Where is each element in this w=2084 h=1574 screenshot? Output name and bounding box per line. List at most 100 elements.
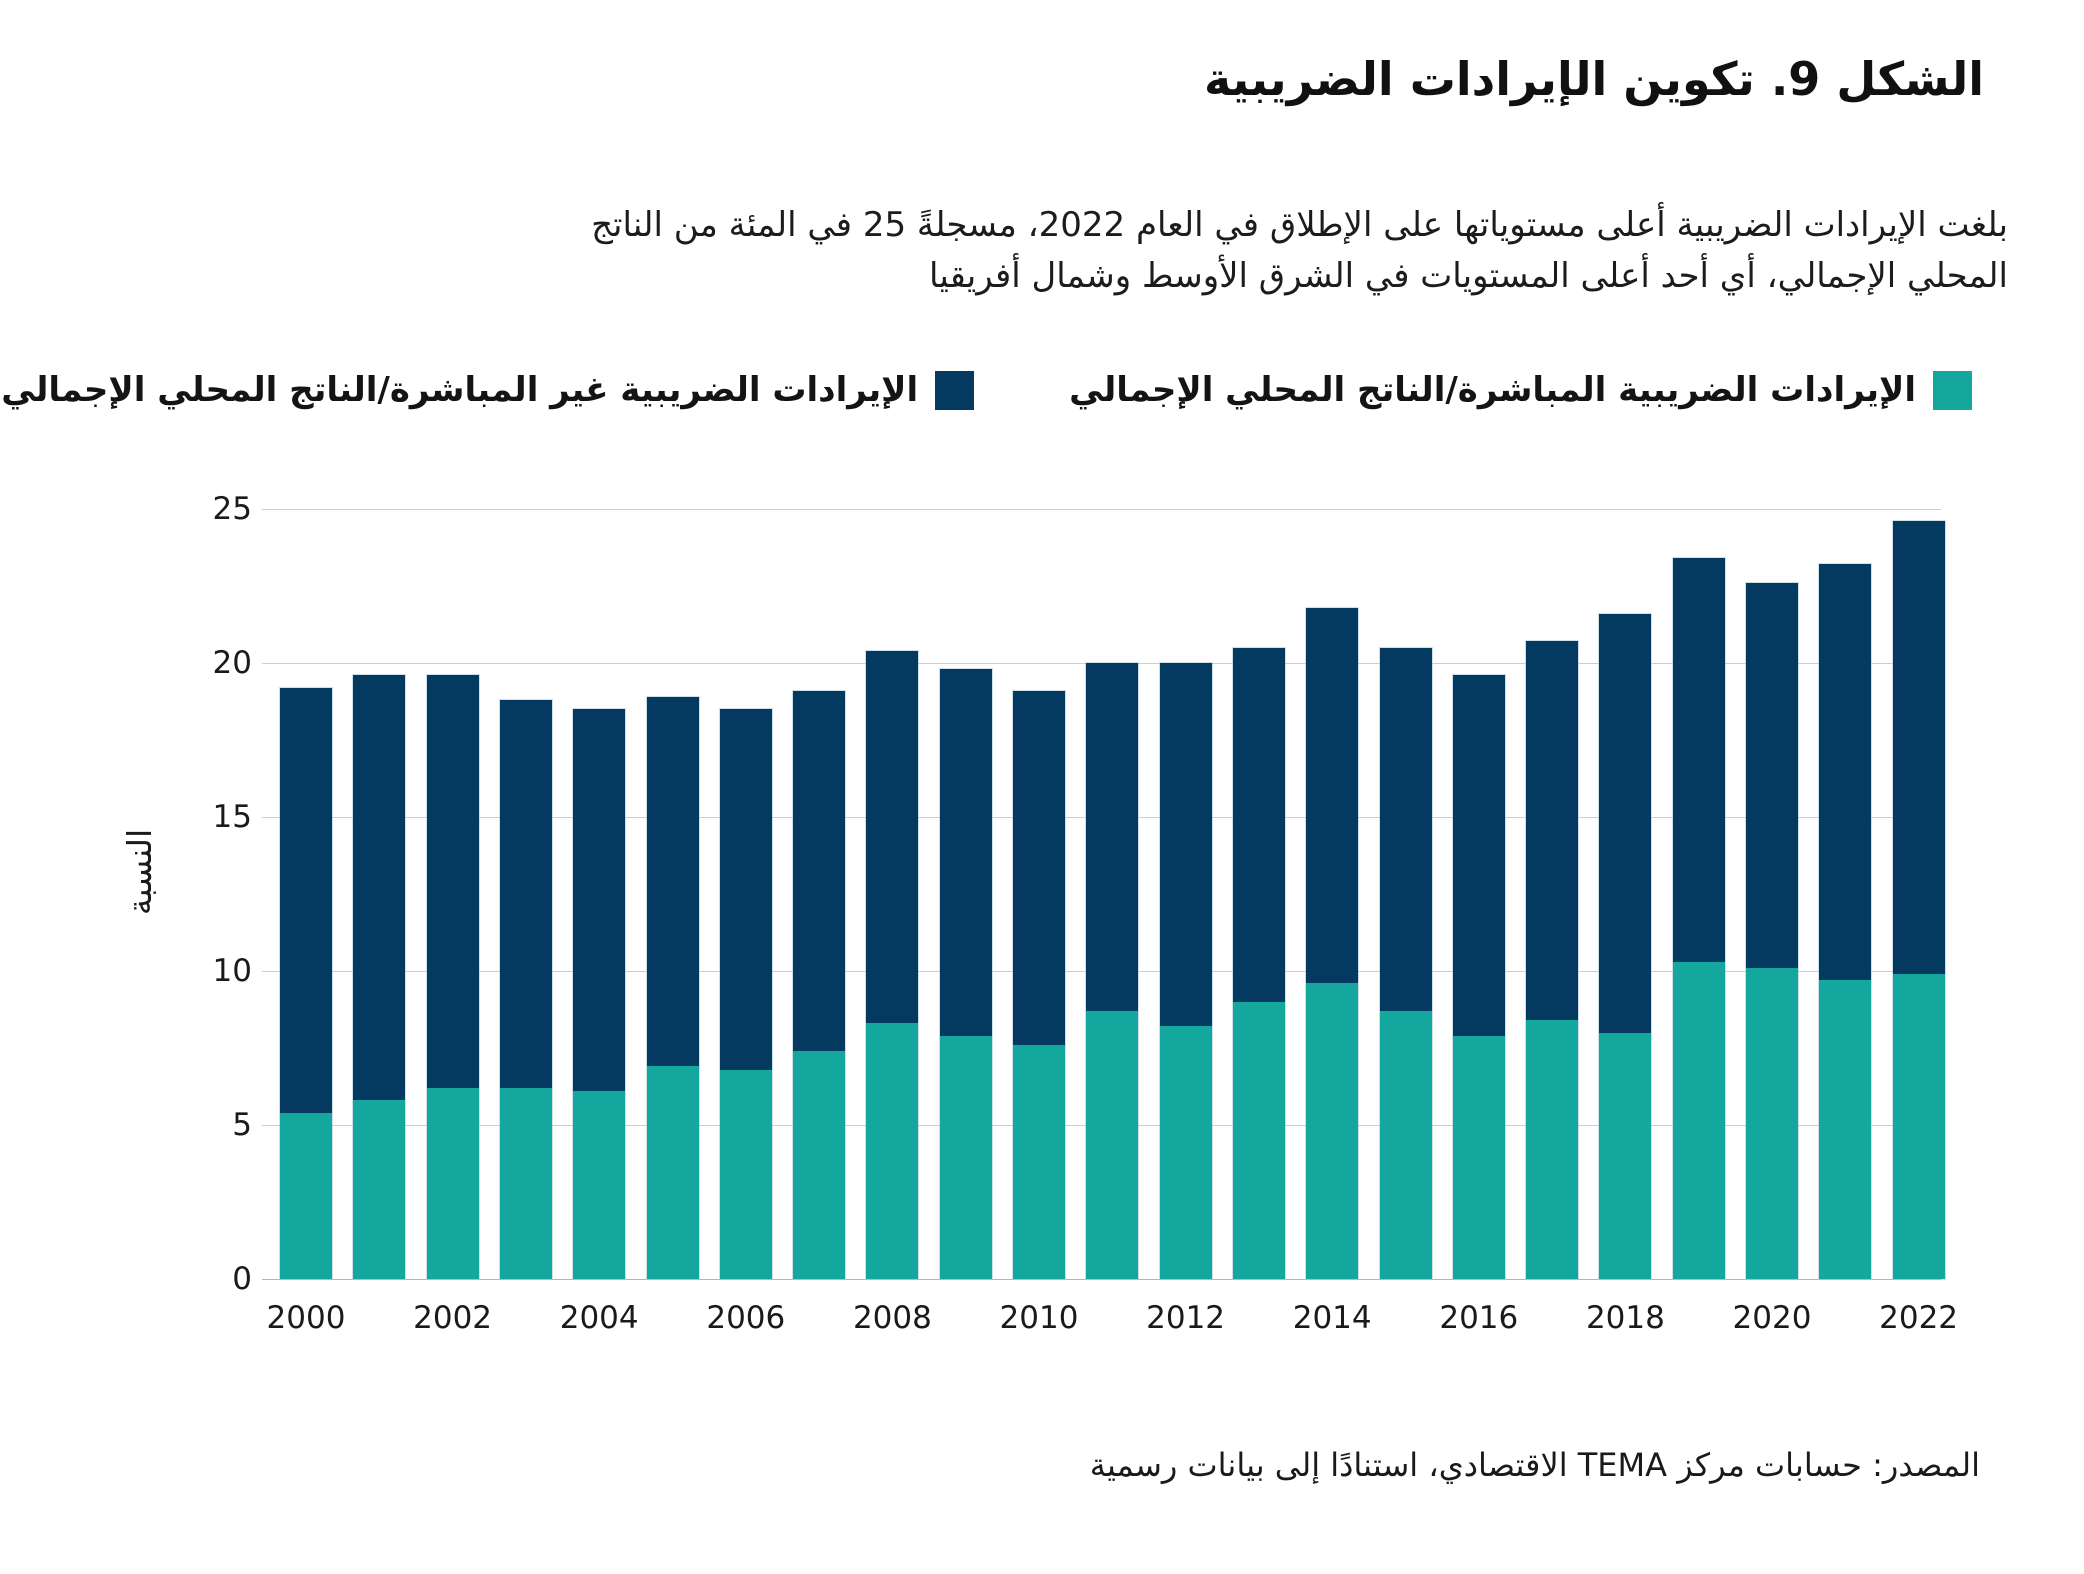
bar-2015: [1379, 647, 1432, 1279]
x-tick-label-2016: 2016: [1439, 1300, 1519, 1336]
bar-2014-indirect-tax-segment: [1306, 607, 1359, 984]
teal-square-swatch: [1933, 370, 1972, 410]
y-tick-label-15: 15: [212, 799, 252, 835]
bar-2013: [1232, 647, 1285, 1279]
bar-2006: [719, 709, 772, 1279]
bar-2016-indirect-tax-segment: [1452, 675, 1505, 1036]
bar-2012-direct-tax-segment: [1159, 1026, 1212, 1279]
figure-title: الشكل 9. تكوين الإيرادات الضريبية: [1203, 52, 1985, 106]
bar-2021-direct-tax-segment: [1819, 980, 1872, 1279]
bar-2015-indirect-tax-segment: [1379, 647, 1432, 1012]
subtitle-line-2: المحلي الإجمالي، أي أحد أعلى المستويات ف…: [928, 256, 2008, 296]
bar-2003: [499, 699, 552, 1279]
x-tick-label-2010: 2010: [999, 1300, 1079, 1336]
bar-2020-indirect-tax-segment: [1746, 582, 1798, 968]
bar-2021-indirect-tax-segment: [1819, 564, 1872, 981]
bar-2005-direct-tax-segment: [646, 1066, 699, 1279]
bar-2010: [1013, 690, 1065, 1279]
bar-2012: [1159, 663, 1212, 1279]
bar-2022: [1892, 521, 1945, 1279]
legend-item-direct-tax: الإيرادات الضريبية المباشرة/الناتج المحل…: [1069, 370, 1972, 410]
source-note: المصدر: حسابات مركز TEMA الاقتصادي، استن…: [1089, 1446, 1980, 1484]
bar-2000-direct-tax-segment: [280, 1112, 332, 1279]
bar-2008-indirect-tax-segment: [866, 650, 919, 1024]
gridline-25: [262, 508, 1941, 510]
bar-2012-indirect-tax-segment: [1159, 663, 1212, 1027]
bar-2009-direct-tax-segment: [939, 1035, 992, 1279]
legend-label-indirect-tax: الإيرادات الضريبية غير المباشرة/الناتج ا…: [1, 370, 919, 410]
y-tick-label-10: 10: [212, 953, 252, 989]
bar-2015-direct-tax-segment: [1379, 1011, 1432, 1279]
bar-2002: [426, 675, 479, 1279]
bar-2016: [1452, 675, 1505, 1279]
bar-2020-direct-tax-segment: [1746, 967, 1798, 1279]
bar-2019-direct-tax-segment: [1672, 961, 1725, 1279]
bar-2014-direct-tax-segment: [1306, 983, 1359, 1279]
legend-label-direct-tax: الإيرادات الضريبية المباشرة/الناتج المحل…: [1069, 370, 1916, 410]
bar-2011-direct-tax-segment: [1086, 1011, 1139, 1279]
bar-2010-direct-tax-segment: [1013, 1044, 1065, 1279]
bar-2000-indirect-tax-segment: [280, 687, 332, 1113]
bar-2004-direct-tax-segment: [573, 1091, 626, 1279]
bar-2005: [646, 696, 699, 1279]
x-tick-label-2006: 2006: [706, 1300, 786, 1336]
x-tick-label-2008: 2008: [852, 1300, 932, 1336]
bar-2010-indirect-tax-segment: [1013, 690, 1065, 1045]
bar-2018: [1599, 613, 1652, 1279]
bar-2006-indirect-tax-segment: [719, 709, 772, 1070]
bar-2004: [573, 709, 626, 1279]
bar-2006-direct-tax-segment: [719, 1069, 772, 1279]
bar-2007: [793, 690, 846, 1279]
x-tick-label-2014: 2014: [1292, 1300, 1372, 1336]
y-tick-label-0: 0: [232, 1261, 252, 1297]
bar-2019-indirect-tax-segment: [1672, 558, 1725, 962]
gridline-20: [262, 662, 1941, 664]
bar-2000: [280, 687, 332, 1279]
y-tick-label-25: 25: [212, 491, 252, 527]
gridline-0: [262, 1278, 1941, 1280]
bar-2011: [1086, 663, 1139, 1279]
bar-2002-direct-tax-segment: [426, 1088, 479, 1279]
bar-2001: [353, 675, 406, 1279]
bar-2020: [1746, 582, 1798, 1279]
bar-2002-indirect-tax-segment: [426, 675, 479, 1089]
bar-2004-indirect-tax-segment: [573, 709, 626, 1092]
bar-2003-direct-tax-segment: [499, 1088, 552, 1279]
bar-2008-direct-tax-segment: [866, 1023, 919, 1279]
subtitle-line-1: بلغت الإيرادات الضريبية أعلى مستوياتها ع…: [591, 205, 2008, 245]
bar-2005-indirect-tax-segment: [646, 696, 699, 1067]
bar-2013-direct-tax-segment: [1232, 1001, 1285, 1279]
x-tick-label-2004: 2004: [559, 1300, 639, 1336]
bar-2013-indirect-tax-segment: [1232, 647, 1285, 1002]
bar-2007-direct-tax-segment: [793, 1051, 846, 1279]
bar-2017-indirect-tax-segment: [1526, 641, 1579, 1021]
bar-2007-indirect-tax-segment: [793, 690, 846, 1052]
bar-2018-indirect-tax-segment: [1599, 613, 1652, 1033]
x-tick-label-2022: 2022: [1879, 1300, 1959, 1336]
bar-2011-indirect-tax-segment: [1086, 663, 1139, 1012]
x-tick-label-2012: 2012: [1146, 1300, 1226, 1336]
x-tick-label-2002: 2002: [413, 1300, 493, 1336]
bar-2022-direct-tax-segment: [1892, 974, 1945, 1279]
navy-square-swatch: [935, 370, 975, 410]
x-tick-label-2018: 2018: [1585, 1300, 1665, 1336]
bar-2021: [1819, 564, 1872, 1279]
bar-2017: [1526, 641, 1579, 1279]
bar-2001-indirect-tax-segment: [353, 675, 406, 1101]
bar-2019: [1672, 558, 1725, 1279]
bar-2001-direct-tax-segment: [353, 1100, 406, 1279]
chart-legend: الإيرادات الضريبية المباشرة/الناتج المحل…: [1, 370, 1972, 410]
bar-2008: [866, 650, 919, 1279]
bar-2003-indirect-tax-segment: [499, 699, 552, 1089]
x-tick-label-2000: 2000: [266, 1300, 346, 1336]
bar-2009: [939, 669, 992, 1279]
bar-2009-indirect-tax-segment: [939, 669, 992, 1036]
legend-item-indirect-tax: الإيرادات الضريبية غير المباشرة/الناتج ا…: [1, 370, 975, 410]
bar-2014: [1306, 607, 1359, 1279]
plot-area: [262, 508, 1945, 1280]
x-tick-label-2020: 2020: [1732, 1300, 1812, 1336]
bar-2016-direct-tax-segment: [1452, 1035, 1505, 1279]
bar-2022-indirect-tax-segment: [1892, 521, 1945, 975]
